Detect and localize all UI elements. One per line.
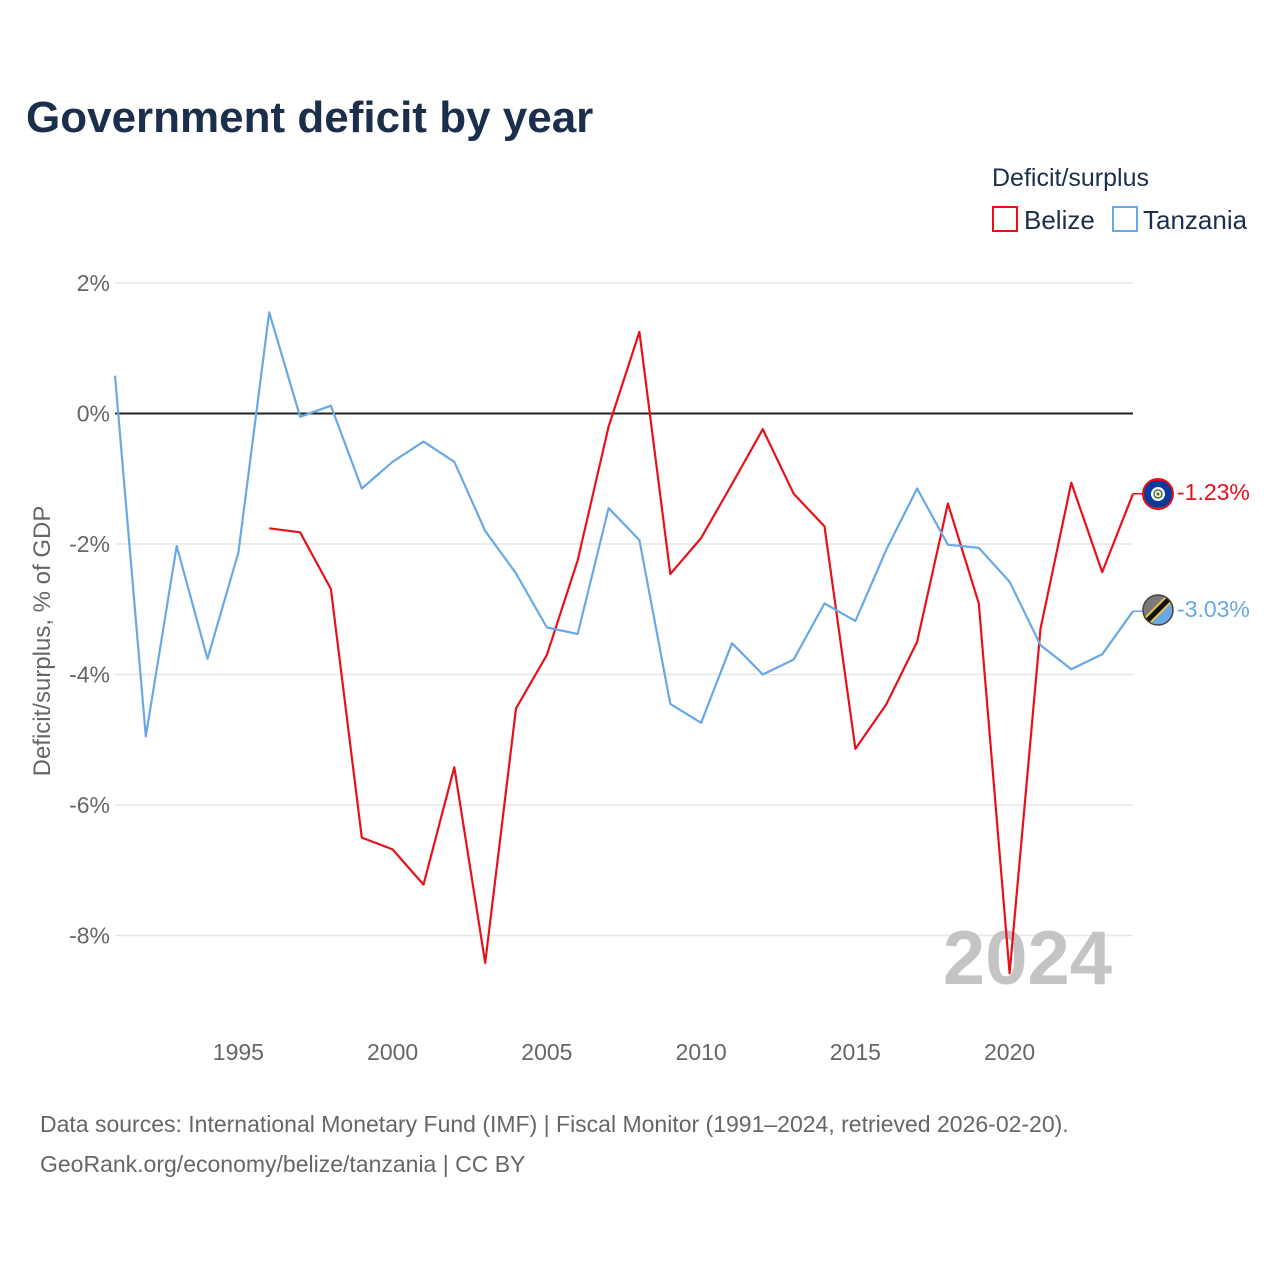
x-tick-label: 2010 (676, 1039, 727, 1065)
x-tick-label: 2000 (367, 1039, 418, 1065)
series-line-tanzania[interactable] (113, 311, 1134, 738)
y-tick-label: 2% (77, 270, 110, 296)
y-axis-ticks: 2% 0% -2% -4% -6% -8% (69, 270, 110, 949)
x-axis-ticks: 1995 2000 2005 2010 2015 2020 (213, 1039, 1035, 1065)
legend-label-tanzania: Tanzania (1143, 205, 1248, 235)
year-watermark: 2024 (943, 916, 1112, 1001)
legend-swatch-belize (992, 206, 1018, 232)
x-tick-label: 2015 (830, 1039, 881, 1065)
belize-flag-icon (1142, 478, 1174, 510)
grid (115, 282, 1133, 937)
end-label-belize: -1.23% (1177, 479, 1250, 505)
y-tick-label: -4% (69, 662, 110, 688)
series (113, 311, 1143, 975)
end-label-tanzania: -3.03% (1177, 596, 1250, 622)
tanzania-flag-icon (1142, 594, 1174, 626)
source-line-1: Data sources: International Monetary Fun… (40, 1111, 1069, 1137)
x-tick-label: 2005 (521, 1039, 572, 1065)
y-tick-label: 0% (77, 401, 110, 427)
source-line-2[interactable]: GeoRank.org/economy/belize/tanzania | CC… (40, 1151, 525, 1177)
series-line-belize[interactable] (269, 330, 1135, 975)
legend-item-tanzania[interactable]: Tanzania (1112, 205, 1248, 235)
legend-swatch-tanzania (1112, 206, 1138, 232)
legend-label-belize: Belize (1024, 205, 1095, 235)
legend-title: Deficit/surplus (992, 164, 1149, 192)
legend-item-belize[interactable]: Belize (992, 205, 1095, 235)
y-axis-title: Deficit/surplus, % of GDP (29, 506, 56, 777)
y-tick-label: -8% (69, 923, 110, 949)
x-tick-label: 1995 (213, 1039, 264, 1065)
x-tick-label: 2020 (984, 1039, 1035, 1065)
chart-title: Government deficit by year (26, 93, 593, 142)
y-tick-label: -6% (69, 792, 110, 818)
y-tick-label: -2% (69, 531, 110, 557)
